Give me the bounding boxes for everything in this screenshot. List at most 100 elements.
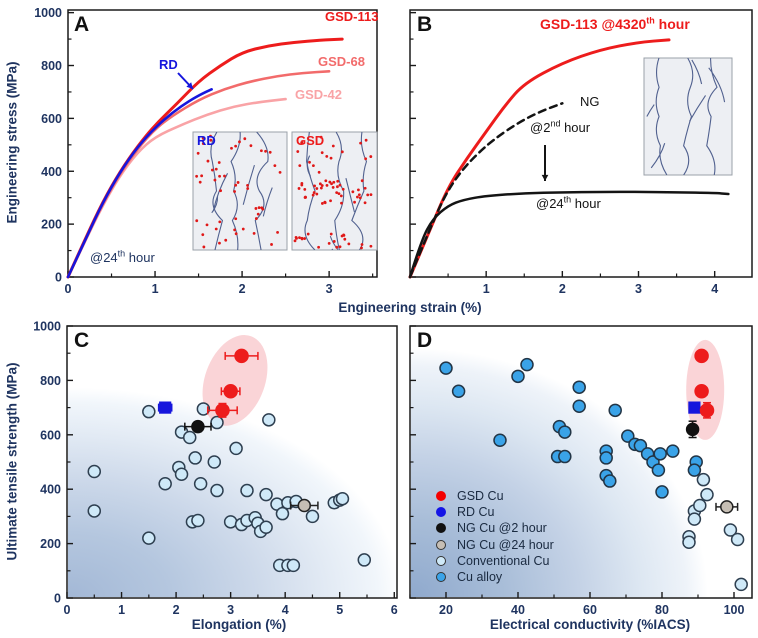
x-tick-label: 100 <box>724 603 745 617</box>
annotation-text: @2 <box>530 120 551 135</box>
x-tick-label: 40 <box>511 603 525 617</box>
point-Cu alloy <box>520 357 534 372</box>
annotation-sup: th <box>117 248 126 259</box>
ng-cu-24h-marker-icon <box>436 539 446 550</box>
curve-NG @2nd hour <box>408 102 564 279</box>
point-Conventional Cu <box>142 404 156 419</box>
point-Cu alloy <box>687 463 702 477</box>
y-tick-label: 600 <box>41 112 62 126</box>
point-Conventional Cu <box>240 483 254 498</box>
legend: GSD Cu RD Cu NG Cu @2 hour NG Cu @24 hou… <box>436 488 554 585</box>
x-axis-label-conductivity: Electrical conductivity (%IACS) <box>489 617 691 632</box>
point-Cu alloy <box>666 444 680 458</box>
point-Conventional Cu <box>700 487 714 502</box>
y-tick-label: 0 <box>55 271 62 285</box>
point-Conventional Cu <box>335 491 350 506</box>
annotation-a-24th-hour: @24th hour <box>90 248 155 265</box>
point-GSD Cu <box>694 384 709 399</box>
curve-label-gsd113-4320h: GSD-113 @4320th hour <box>540 16 690 32</box>
curve-GSD-113 @4320th hour <box>408 38 671 279</box>
point-Conventional Cu <box>682 535 696 549</box>
point-Conventional Cu <box>182 430 197 445</box>
x-tick-label: 2 <box>559 282 566 296</box>
point-Cu alloy <box>651 463 666 477</box>
point-NG Cu @24 hour <box>297 498 312 513</box>
curve-NG @24th hour <box>408 190 730 279</box>
point-RD Cu <box>688 401 701 414</box>
annotation-arrowhead <box>541 174 549 181</box>
point-GSD Cu <box>699 403 715 418</box>
legend-item-ng-cu-24h: NG Cu @24 hour <box>436 537 554 553</box>
point-Conventional Cu <box>687 512 702 526</box>
annotation-sup: nd <box>550 118 561 129</box>
point-Conventional Cu <box>87 504 102 518</box>
point-GSD Cu <box>215 403 230 418</box>
point-Cu alloy <box>451 384 466 399</box>
x-axis-label-strain: Engineering strain (%) <box>338 300 482 315</box>
point-Conventional Cu <box>286 558 301 573</box>
point-Conventional Cu <box>158 477 172 491</box>
point-RD Cu <box>159 401 172 414</box>
curve-label-rd: RD <box>159 57 178 72</box>
legend-label: Cu alloy <box>457 570 503 585</box>
point-NG Cu @24 hour <box>720 500 734 514</box>
x-tick-label: 6 <box>391 603 398 617</box>
point-GSD Cu <box>694 348 709 364</box>
point-Conventional Cu <box>210 483 224 498</box>
point-Conventional Cu <box>275 506 290 521</box>
y-tick-label: 1000 <box>34 6 62 20</box>
x-tick-label: 0 <box>64 603 71 617</box>
point-Conventional Cu <box>730 532 745 547</box>
point-NG Cu @2 hour <box>685 422 700 437</box>
curve-label-gsd68: GSD-68 <box>318 54 365 69</box>
panel-c-letter: C <box>74 329 90 352</box>
legend-item-cu-alloy: Cu alloy <box>436 569 554 585</box>
x-tick-label: 2 <box>173 603 180 617</box>
point-Conventional Cu <box>174 467 189 481</box>
annotation-sup: th <box>646 15 655 26</box>
panel-b-letter: B <box>417 13 433 36</box>
x-tick-label: 4 <box>282 603 289 617</box>
x-tick-label: 5 <box>336 603 343 617</box>
x-tick-label: 1 <box>118 603 125 617</box>
x-tick-label: 3 <box>227 603 234 617</box>
point-Conventional Cu <box>696 472 711 487</box>
curve-label-ng: NG <box>580 94 600 109</box>
point-Cu alloy <box>653 447 667 461</box>
point-Cu alloy <box>572 380 586 394</box>
panel-a-letter: A <box>74 13 90 36</box>
point-Conventional Cu <box>207 455 222 469</box>
point-Conventional Cu <box>259 487 273 502</box>
point-Cu alloy <box>511 369 525 384</box>
legend-label: GSD Cu <box>457 489 504 504</box>
point-Conventional Cu <box>196 402 211 416</box>
legend-item-rd-cu: RD Cu <box>436 504 554 520</box>
annotation-text: @24 <box>90 250 118 265</box>
point-Conventional Cu <box>193 477 208 491</box>
legend-label: NG Cu @24 hour <box>457 537 554 552</box>
y-tick-label: 400 <box>41 165 62 179</box>
legend-item-ng-cu-2h: NG Cu @2 hour <box>436 520 554 536</box>
x-tick-label: 0 <box>65 282 72 296</box>
legend-label: RD Cu <box>457 505 495 520</box>
point-Conventional Cu <box>188 451 202 465</box>
y-tick-label: 200 <box>41 218 62 232</box>
point-Conventional Cu <box>191 513 205 528</box>
panel-d-letter: D <box>417 329 433 352</box>
legend-label: NG Cu @2 hour <box>457 521 547 536</box>
ng-cu-2h-marker-icon <box>436 523 446 534</box>
annotation-text: hour <box>654 16 690 32</box>
inset-label-rd: RD <box>197 133 216 148</box>
y-tick-label: 600 <box>40 428 61 442</box>
y-tick-label: 800 <box>40 374 61 388</box>
annotation-b-24th-hour: @24th hour <box>536 195 601 211</box>
point-Conventional Cu <box>87 464 102 479</box>
y-axis-label-stress: Engineering stress (MPa) <box>4 61 20 224</box>
y-tick-label: 200 <box>40 537 61 551</box>
y-tick-label: 400 <box>40 483 61 497</box>
point-Cu alloy <box>558 449 572 464</box>
x-tick-label: 60 <box>583 603 597 617</box>
x-tick-label: 20 <box>439 603 453 617</box>
point-Conventional Cu <box>734 577 748 592</box>
